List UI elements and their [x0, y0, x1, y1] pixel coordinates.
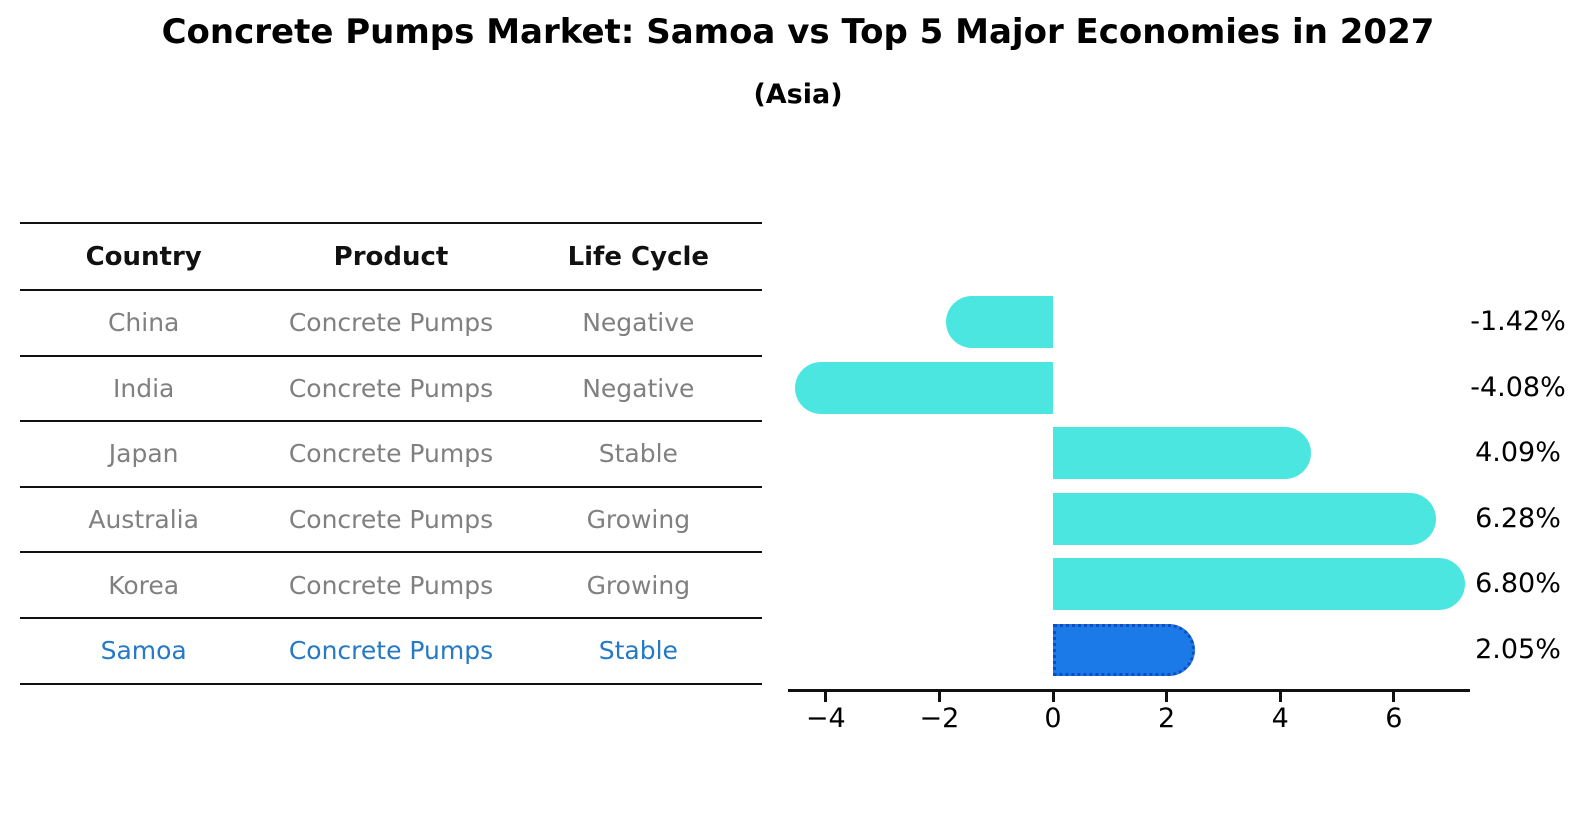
table-row: Samoa Concrete Pumps Stable [20, 619, 762, 685]
x-axis-tick [937, 692, 941, 702]
cell-life-cycle: Stable [598, 439, 678, 469]
cell-life-cycle: Growing [586, 570, 691, 600]
x-axis-tick-label: 0 [1044, 703, 1062, 734]
x-axis-tick-label: −4 [805, 703, 846, 734]
bar-china [946, 296, 1053, 348]
bar-india [795, 361, 1053, 414]
cell-life-cycle: Stable [598, 636, 678, 666]
cell-product: Concrete Pumps [288, 373, 494, 403]
cell-country: Japan [108, 439, 179, 469]
x-axis-tick-label: 4 [1271, 703, 1289, 734]
comparison-table: Country Product Life Cycle China Concret… [20, 222, 762, 685]
bar-korea [1053, 558, 1466, 611]
bar-value-label: -4.08% [1470, 371, 1566, 403]
cell-life-cycle: Growing [586, 505, 691, 535]
x-axis-tick-label: 2 [1158, 703, 1176, 734]
table-row: Korea Concrete Pumps Growing [20, 553, 762, 619]
x-axis-line [788, 689, 1470, 692]
x-axis-tick [1165, 692, 1169, 702]
x-axis-tick-label: 6 [1385, 703, 1403, 734]
bar-value-label: 2.05% [1475, 634, 1561, 665]
bar-value-label: 6.80% [1475, 568, 1561, 600]
cell-product: Concrete Pumps [288, 636, 494, 666]
x-axis-tick [824, 692, 828, 702]
cell-country: China [107, 308, 180, 338]
table-row: India Concrete Pumps Negative [20, 357, 762, 423]
cell-country: India [112, 373, 175, 403]
cell-product: Concrete Pumps [288, 570, 494, 600]
x-axis-tick [1392, 692, 1396, 702]
header-cell-product: Product [333, 241, 449, 272]
table-row: Japan Concrete Pumps Stable [20, 422, 762, 488]
cell-country: Korea [108, 570, 180, 600]
bar-value-label: -1.42% [1470, 306, 1566, 337]
cell-country: Australia [88, 505, 199, 535]
cell-product: Concrete Pumps [288, 308, 494, 338]
x-axis-tick [1278, 692, 1282, 702]
table-row: Australia Concrete Pumps Growing [20, 488, 762, 554]
page-subtitle: (Asia) [753, 79, 843, 110]
header-cell-life-cycle: Life Cycle [567, 241, 710, 272]
table-header-row: Country Product Life Cycle [20, 224, 762, 291]
cell-life-cycle: Negative [582, 308, 695, 338]
x-axis-tick-label: −2 [919, 703, 960, 734]
table-row: China Concrete Pumps Negative [20, 291, 762, 357]
bar-value-label: 6.28% [1475, 502, 1561, 534]
page-title: Concrete Pumps Market: Samoa vs Top 5 Ma… [161, 12, 1435, 52]
cell-product: Concrete Pumps [288, 439, 494, 469]
header-cell-country: Country [85, 241, 202, 272]
bar-value-label: 4.09% [1475, 437, 1561, 469]
x-axis-tick [1051, 692, 1055, 702]
bar-japan [1053, 427, 1312, 480]
bar-australia [1053, 492, 1436, 545]
cell-country: Samoa [100, 636, 187, 666]
cell-life-cycle: Negative [582, 373, 695, 403]
bar-samoa [1053, 624, 1196, 676]
cell-product: Concrete Pumps [288, 505, 494, 535]
